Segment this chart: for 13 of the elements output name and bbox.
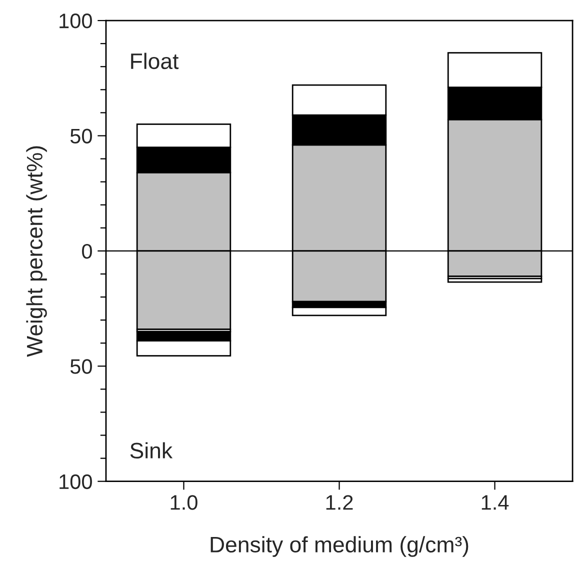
x-tick-label: 1.0 (170, 495, 198, 510)
y-tick-label: 0 (82, 244, 92, 259)
y-tick-label: 50 (70, 128, 92, 144)
y-axis-title: Weight percent (wt%) (26, 146, 47, 357)
annotation: Sink (130, 442, 173, 459)
y-tick-label: 100 (60, 14, 92, 28)
annotation: Float (131, 52, 179, 70)
bar (447, 278, 542, 283)
x-axis-title: Density of medium (g/cm³) (210, 536, 468, 557)
x-tick-label: 1.2 (326, 495, 353, 510)
y-tick-label: 100 (60, 474, 92, 490)
x-tick-label: 1.4 (482, 495, 509, 510)
y-tick-label: 50 (70, 359, 92, 374)
